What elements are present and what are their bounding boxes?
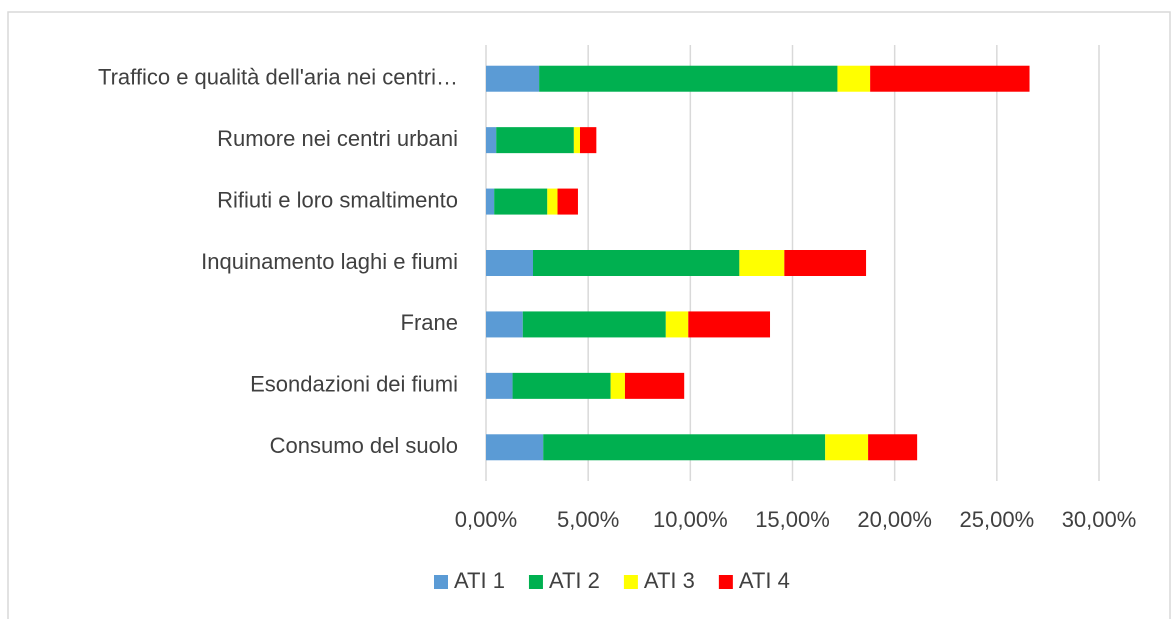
legend-swatch (623, 575, 638, 589)
bar-segment (610, 372, 625, 399)
x-tick-label: 25,00% (960, 507, 1035, 532)
bar-segment (868, 434, 918, 461)
legend-swatch (528, 575, 543, 589)
chart-border (7, 11, 1171, 619)
bar-segment (543, 434, 826, 461)
bar-segment (825, 434, 869, 461)
legend-label: ATI 3 (644, 568, 695, 593)
bar-segment (486, 65, 540, 92)
bar-segment (522, 311, 666, 338)
bar-segment (539, 65, 838, 92)
legend-label: ATI 2 (549, 568, 600, 593)
y-tick-label: Rumore nei centri urbani (217, 126, 458, 151)
x-tick-label: 15,00% (755, 507, 830, 532)
bar-segment (486, 127, 497, 154)
bar-segment (739, 250, 785, 276)
bar-segment (496, 127, 574, 154)
bar-segment (494, 188, 548, 215)
bar-segment (532, 250, 740, 276)
bar-segment (624, 372, 685, 399)
bar-segment (486, 311, 523, 338)
bar-segment (870, 65, 1030, 92)
legend-label: ATI 4 (739, 568, 790, 593)
y-tick-label: Traffico e qualità dell'aria nei centri… (98, 65, 458, 90)
bar-segment (573, 127, 580, 154)
bar-segment (547, 188, 558, 215)
x-tick-label: 30,00% (1062, 507, 1137, 532)
bar-segment (688, 311, 771, 338)
bar-segment (579, 127, 597, 154)
x-tick-label: 5,00% (557, 507, 619, 532)
legend-swatch (434, 575, 448, 589)
bar-segment (784, 250, 867, 276)
bar-segment (665, 311, 689, 338)
legend-label: ATI 1 (454, 568, 505, 593)
y-tick-label: Consumo del suolo (270, 433, 458, 458)
bar-segment (512, 372, 611, 399)
x-tick-label: 0,00% (455, 507, 517, 532)
bar-segment (557, 188, 578, 215)
x-tick-label: 10,00% (653, 507, 728, 532)
y-tick-label: Inquinamento laghi e fiumi (201, 249, 458, 274)
bar-segment (486, 434, 544, 461)
y-tick-label: Esondazioni dei fiumi (250, 372, 458, 397)
legend-swatch (718, 575, 733, 589)
bar-segment (837, 65, 871, 92)
bar-segment (486, 372, 513, 399)
bar-segment (486, 188, 495, 215)
y-tick-label: Rifiuti e loro smaltimento (217, 187, 458, 212)
bar-segment (486, 250, 533, 276)
x-tick-label: 20,00% (857, 507, 932, 532)
y-tick-label: Frane (401, 310, 458, 335)
